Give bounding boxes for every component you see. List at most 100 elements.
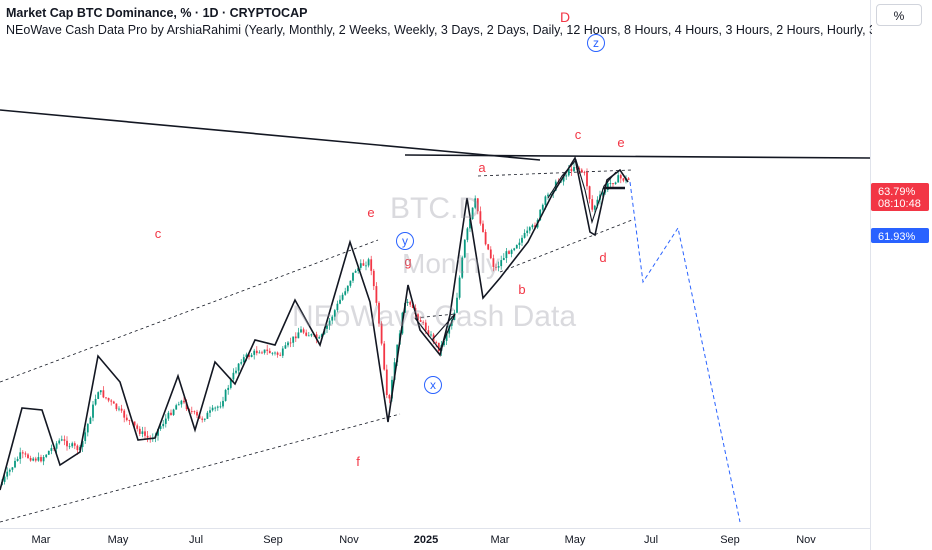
candle-body [60,439,63,441]
time-axis[interactable] [0,528,870,550]
candle-body [409,301,412,305]
candle-body [352,272,354,281]
candle-body [430,334,432,336]
candle-body [406,301,409,303]
candle-body [157,428,159,436]
candle-body [445,333,448,341]
candle-body [86,423,89,433]
candle-body [383,343,386,370]
candle-body [487,244,490,250]
candle-body [209,410,211,413]
candle-body [180,400,183,405]
wave-label: c [155,226,162,241]
candle-body [261,352,263,354]
candle-body [76,445,79,451]
candle-body [279,354,282,356]
channel-line [477,169,633,177]
candle-body [235,370,237,373]
candle-body [276,352,279,355]
candle-body [492,258,495,267]
wave-label-circle [396,232,414,250]
candle-body [619,175,622,179]
candle-body [521,237,523,243]
candle-body [292,336,295,343]
candle-body [326,325,328,329]
candle-body [58,440,61,444]
candle-body [580,169,583,173]
candle-body [206,412,209,419]
wave-polyline [0,155,629,491]
wave-label: D [560,9,570,25]
candle-body [11,467,14,470]
candle-body [375,286,378,303]
candle-body [227,387,230,390]
candle-body [92,404,94,418]
wave-label: e [617,135,624,150]
candle-body [609,183,612,184]
candle-body [274,352,276,354]
candle-body [266,349,269,351]
candle-body [232,372,235,380]
candle-body [138,428,141,434]
wave-label: a [478,160,486,175]
candle-body [255,350,258,354]
candle-body [300,329,302,333]
candle-body [500,260,503,267]
candle-body [196,411,198,416]
candle-body [222,400,224,407]
candle-body [482,223,484,233]
candle-body [240,362,243,364]
candle-body [583,172,586,174]
candle-body [118,408,120,410]
projection-path [629,181,741,523]
candle-body [164,418,167,424]
candle-body [115,403,118,410]
candle-body [339,299,341,304]
candle-body [42,457,45,462]
candle-body [328,320,331,326]
candle-body [505,251,508,259]
candle-body [159,426,162,429]
candle-body [336,303,339,311]
candle-body [24,453,27,455]
candle-body [526,230,529,233]
candle-body [133,421,136,426]
candle-body [55,443,58,449]
candle-body [123,410,126,418]
candle-body [320,334,323,338]
candle-body [302,329,305,333]
candle-body [105,397,107,399]
candle-body [144,431,146,436]
candle-body [47,450,50,455]
candle-body [411,304,414,308]
candle-body [544,196,547,205]
candle-body [380,323,383,344]
candle-body [177,404,180,406]
candle-body [424,322,427,331]
candle-body [484,232,487,245]
candle-body [622,178,625,181]
candle-body [370,259,373,271]
percent-scale-button[interactable]: % [876,4,922,26]
candle-body [372,270,375,287]
candle-body [513,248,516,251]
candle-body [528,227,531,231]
candle-body [466,228,469,240]
wave-label: x [430,378,436,392]
price-axis[interactable] [870,0,932,550]
candle-body [318,337,321,339]
candle-body [8,469,11,472]
candle-body [606,183,609,190]
wave-label: g [404,254,411,269]
candle-body [287,342,289,346]
candle-body [614,182,617,185]
candle-body [474,198,477,208]
candle-body [102,390,105,398]
candle-body [388,395,391,399]
candle-body [34,458,37,461]
candle-body [27,454,29,459]
candle-body [268,350,271,354]
candle-body [136,425,139,429]
candle-body [502,258,505,261]
